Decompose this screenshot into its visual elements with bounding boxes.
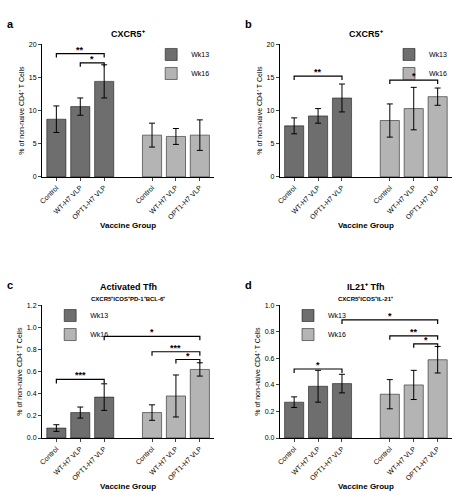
svg-text:*: * [412, 71, 416, 81]
svg-text:WT-H7 VLP: WT-H7 VLP [290, 445, 321, 476]
svg-text:0.2: 0.2 [265, 408, 275, 415]
svg-text:d: d [245, 279, 252, 291]
svg-text:**: ** [76, 45, 84, 55]
svg-text:**: ** [314, 67, 322, 77]
svg-text:WT-H7 VLP: WT-H7 VLP [148, 445, 179, 476]
svg-text:0.2: 0.2 [27, 412, 37, 419]
svg-text:% of non-naive CD4⁺ T Cells: % of non-naive CD4⁺ T Cells [256, 66, 263, 155]
svg-text:5: 5 [270, 140, 274, 147]
svg-text:OPT1-H7 VLP: OPT1-H7 VLP [309, 184, 346, 221]
svg-text:WT-H7 VLP: WT-H7 VLP [52, 445, 83, 476]
svg-text:0.4: 0.4 [27, 390, 37, 397]
svg-text:Activated Tfh: Activated Tfh [100, 282, 157, 292]
svg-text:c: c [7, 279, 13, 291]
svg-text:Vaccine Group: Vaccine Group [338, 221, 394, 230]
svg-text:*: * [316, 360, 320, 370]
svg-text:*: * [150, 327, 154, 337]
svg-text:OPT1-H7 VLP: OPT1-H7 VLP [404, 445, 441, 482]
svg-text:WT-H7 VLP: WT-H7 VLP [52, 184, 83, 215]
svg-text:CXCR5⁺: CXCR5⁺ [349, 29, 383, 39]
svg-text:20: 20 [29, 41, 37, 48]
svg-text:0.0: 0.0 [27, 434, 37, 441]
svg-text:OPT1-H7 VLP: OPT1-H7 VLP [404, 184, 441, 221]
svg-text:Control: Control [134, 184, 155, 205]
svg-text:Control: Control [39, 445, 60, 466]
svg-text:0.6: 0.6 [27, 368, 37, 375]
svg-text:IL21⁺ Tfh: IL21⁺ Tfh [347, 282, 385, 292]
svg-text:OPT1-H7 VLP: OPT1-H7 VLP [166, 445, 203, 482]
svg-text:***: *** [170, 343, 181, 353]
svg-text:% of non-naive CD4⁺ T Cells: % of non-naive CD4⁺ T Cells [18, 66, 25, 155]
svg-text:0.8: 0.8 [27, 346, 37, 353]
svg-text:Wk13: Wk13 [90, 312, 108, 319]
svg-text:Wk16: Wk16 [429, 70, 447, 77]
svg-text:20: 20 [267, 41, 275, 48]
svg-text:WT-H7 VLP: WT-H7 VLP [290, 184, 321, 215]
svg-text:Wk16: Wk16 [90, 331, 108, 338]
svg-text:CXCR5⁺ICOS⁺IL-21⁺: CXCR5⁺ICOS⁺IL-21⁺ [338, 296, 393, 302]
svg-text:Control: Control [134, 445, 155, 466]
svg-text:15: 15 [29, 74, 37, 81]
svg-text:Wk13: Wk13 [191, 51, 209, 58]
svg-text:OPT1-H7 VLP: OPT1-H7 VLP [309, 445, 346, 482]
svg-text:*: * [424, 335, 428, 345]
svg-text:0: 0 [270, 173, 274, 180]
svg-text:Control: Control [276, 184, 297, 205]
svg-text:*: * [388, 311, 392, 321]
svg-text:% of non-naive CD4⁺ T Cells: % of non-naive CD4⁺ T Cells [16, 327, 23, 416]
svg-text:Wk13: Wk13 [429, 51, 447, 58]
svg-text:Vaccine Group: Vaccine Group [100, 221, 156, 230]
svg-text:a: a [7, 18, 14, 30]
svg-text:15: 15 [267, 74, 275, 81]
svg-text:Wk13: Wk13 [328, 312, 346, 319]
svg-text:CXCR5⁺: CXCR5⁺ [111, 29, 145, 39]
svg-text:1.0: 1.0 [265, 302, 275, 309]
svg-text:10: 10 [29, 107, 37, 114]
svg-text:Vaccine Group: Vaccine Group [338, 482, 394, 491]
svg-text:5: 5 [33, 140, 37, 147]
svg-text:WT-H7 VLP: WT-H7 VLP [386, 445, 417, 476]
svg-text:0: 0 [33, 173, 37, 180]
svg-text:Control: Control [372, 184, 393, 205]
svg-text:Vaccine Group: Vaccine Group [100, 482, 156, 491]
svg-text:Control: Control [276, 445, 297, 466]
svg-text:*: * [186, 351, 190, 361]
svg-text:0.8: 0.8 [265, 328, 275, 335]
svg-text:CXCR5⁺ICOS⁺PD-1⁺BCL-6⁺: CXCR5⁺ICOS⁺PD-1⁺BCL-6⁺ [91, 296, 165, 302]
svg-text:**: ** [410, 327, 418, 337]
svg-text:1.2: 1.2 [27, 302, 37, 309]
svg-text:Wk16: Wk16 [191, 70, 209, 77]
svg-text:Wk16: Wk16 [328, 331, 346, 338]
svg-text:% of non-naive CD4⁺ T Cells: % of non-naive CD4⁺ T Cells [254, 327, 261, 416]
svg-text:0.6: 0.6 [265, 355, 275, 362]
svg-text:OPT1-H7 VLP: OPT1-H7 VLP [166, 184, 203, 221]
svg-text:Control: Control [39, 184, 60, 205]
svg-text:10: 10 [267, 107, 275, 114]
svg-text:WT-H7 VLP: WT-H7 VLP [386, 184, 417, 215]
svg-text:0.4: 0.4 [265, 381, 275, 388]
svg-text:*: * [90, 54, 94, 64]
svg-text:OPT1-H7 VLP: OPT1-H7 VLP [71, 184, 108, 221]
svg-text:***: *** [75, 370, 86, 380]
svg-text:WT-H7 VLP: WT-H7 VLP [148, 184, 179, 215]
svg-text:b: b [245, 18, 252, 30]
svg-text:Control: Control [372, 445, 393, 466]
svg-text:0.0: 0.0 [265, 434, 275, 441]
svg-text:1.0: 1.0 [27, 324, 37, 331]
svg-text:OPT1-H7 VLP: OPT1-H7 VLP [71, 445, 108, 482]
